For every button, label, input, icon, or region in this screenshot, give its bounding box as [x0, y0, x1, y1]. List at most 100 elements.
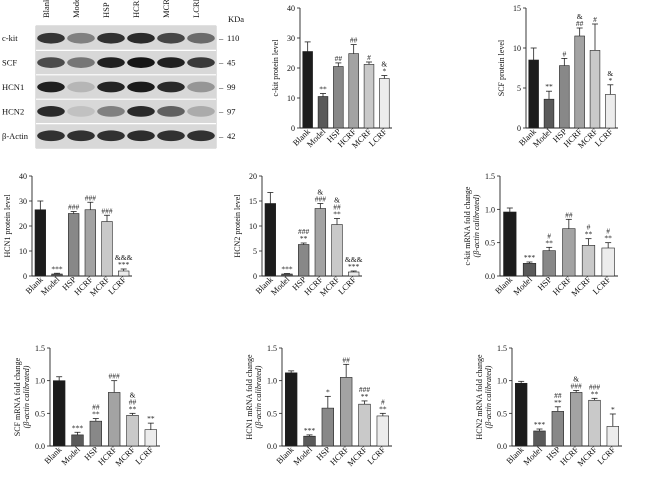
y-tick-label: 20 [287, 64, 295, 73]
blot-band [187, 81, 215, 93]
bar-hcrf [574, 35, 585, 129]
significance-mark: ** [585, 230, 593, 239]
bar-hcrf [569, 392, 583, 447]
chart-hcn1-mrna: 0.0 0.5 1.0 1.5 HCN1 mRNA fold change (β-acti… [245, 344, 392, 468]
bar-hcrf [108, 392, 121, 447]
chart-scf-mrna: 0.0 0.5 1.0 1.5 SCF mRNA fold change (β-actin… [13, 344, 160, 468]
blot-protein-label: c-kit [2, 33, 18, 43]
significance-mark: & [577, 12, 583, 21]
blot-band [37, 106, 65, 117]
bar-blank [503, 211, 517, 277]
bar-lcrf [601, 247, 615, 277]
x-tick-label: LCRF [106, 274, 128, 296]
significance-mark: ### [571, 381, 583, 390]
blot-band [97, 106, 125, 117]
significance-mark: ** [333, 210, 341, 219]
significance-mark: ### [589, 382, 601, 391]
significance-mark: ** [604, 234, 612, 243]
y-tick-label: 20 [249, 172, 257, 181]
western-blot-lane-labels: Blank Model HSP HCRF MCRF LCRF [41, 0, 201, 18]
y-axis-label-sub: (β-actin calibrated) [484, 365, 493, 428]
bar-model [71, 434, 84, 447]
y-tick-label: 0.0 [35, 442, 45, 451]
blot-band [127, 57, 155, 68]
y-axis-label-sub: (β-actin calibrated) [254, 365, 263, 428]
bar-mcrf [126, 414, 139, 447]
y-tick-label: 30 [287, 34, 295, 43]
bar-hcrf [562, 228, 576, 277]
blot-band [187, 106, 215, 117]
blot-band [157, 32, 185, 44]
y-axis-label: HCN2 mRNA fold change [475, 354, 484, 440]
significance-mark: *** [348, 262, 360, 271]
blot-band [67, 57, 95, 68]
bar-lcrf [379, 78, 390, 129]
significance-mark: ### [68, 203, 80, 212]
bar-model [533, 430, 546, 447]
bar-mcrf [363, 64, 375, 129]
x-tick-label: Model [269, 274, 292, 297]
significance-mark: *** [118, 260, 130, 269]
significance-mark: ** [379, 404, 387, 413]
blot-band [157, 57, 185, 68]
blot-row-2 [36, 74, 216, 100]
significance-mark: & [130, 390, 136, 399]
significance-mark: ** [319, 85, 327, 94]
y-axis-label: c-kit mRNA fold change [463, 186, 472, 265]
significance-mark: & [334, 196, 340, 205]
bar-lcrf [376, 415, 390, 447]
x-tick-label: MCRF [569, 274, 593, 298]
blot-kda-value: 42 [227, 131, 236, 141]
blot-protein-label: β-Actin [2, 131, 29, 141]
significance-mark: * [608, 76, 612, 85]
significance-mark: # [606, 227, 610, 236]
significance-mark: ** [129, 404, 137, 413]
significance-mark: ## [333, 203, 341, 212]
western-blot-panel: Blank Model HSP HCRF MCRF LCRF KDa c-kit –110S… [0, 0, 254, 152]
blot-dash: – [218, 58, 224, 68]
bar-mcrf [101, 221, 113, 277]
bar-hsp [89, 420, 103, 447]
x-tick-label: Model [59, 444, 82, 467]
bar-model [317, 96, 329, 129]
blot-band [157, 130, 185, 142]
bar-blank [52, 380, 66, 447]
blot-band [157, 81, 185, 93]
bar-lcrf [144, 429, 157, 447]
y-axis-label: c-kit protein level [271, 39, 280, 97]
y-tick-label: 5 [253, 247, 257, 256]
significance-mark: *** [72, 423, 84, 432]
blot-row-4 [36, 123, 216, 148]
blot-band [187, 57, 215, 68]
y-axis-label-sub: (β-actin calibrated) [472, 194, 481, 257]
significance-mark: ### [298, 227, 310, 236]
bar-mcrf [581, 245, 596, 277]
bar-blank [264, 203, 276, 277]
y-tick-label: 1.5 [35, 344, 45, 353]
blot-kda-value: 99 [227, 82, 236, 92]
blot-protein-label: SCF [2, 58, 17, 68]
y-tick-label: 1.5 [267, 344, 277, 353]
bar-model [543, 98, 555, 129]
y-tick-label: 10 [513, 44, 521, 53]
x-tick-label: LCRF [590, 274, 612, 296]
x-tick-label: Model [511, 274, 534, 297]
x-tick-label: MCRF [575, 444, 599, 468]
significance-mark: # [587, 223, 591, 232]
significance-mark: * [611, 405, 615, 414]
blot-dash: – [218, 82, 224, 92]
blot-band [127, 32, 155, 44]
bar-blank [302, 51, 313, 129]
chart-ckit-mrna: 0.0 0.5 1.0 1.5 c-kit mRNA fold change (β-act… [463, 172, 618, 298]
significance-mark: &&& [345, 255, 363, 264]
blot-kda-value: 45 [227, 58, 236, 68]
significance-mark: ### [109, 372, 121, 381]
significance-mark: # [367, 53, 371, 62]
y-axis-label: HCN1 protein level [3, 194, 12, 258]
significance-mark: ## [554, 391, 562, 400]
bar-blank [284, 372, 298, 447]
y-tick-label: 1.0 [267, 377, 277, 386]
y-tick-label: 1.0 [485, 205, 495, 214]
y-tick-label: 0.5 [35, 409, 45, 418]
